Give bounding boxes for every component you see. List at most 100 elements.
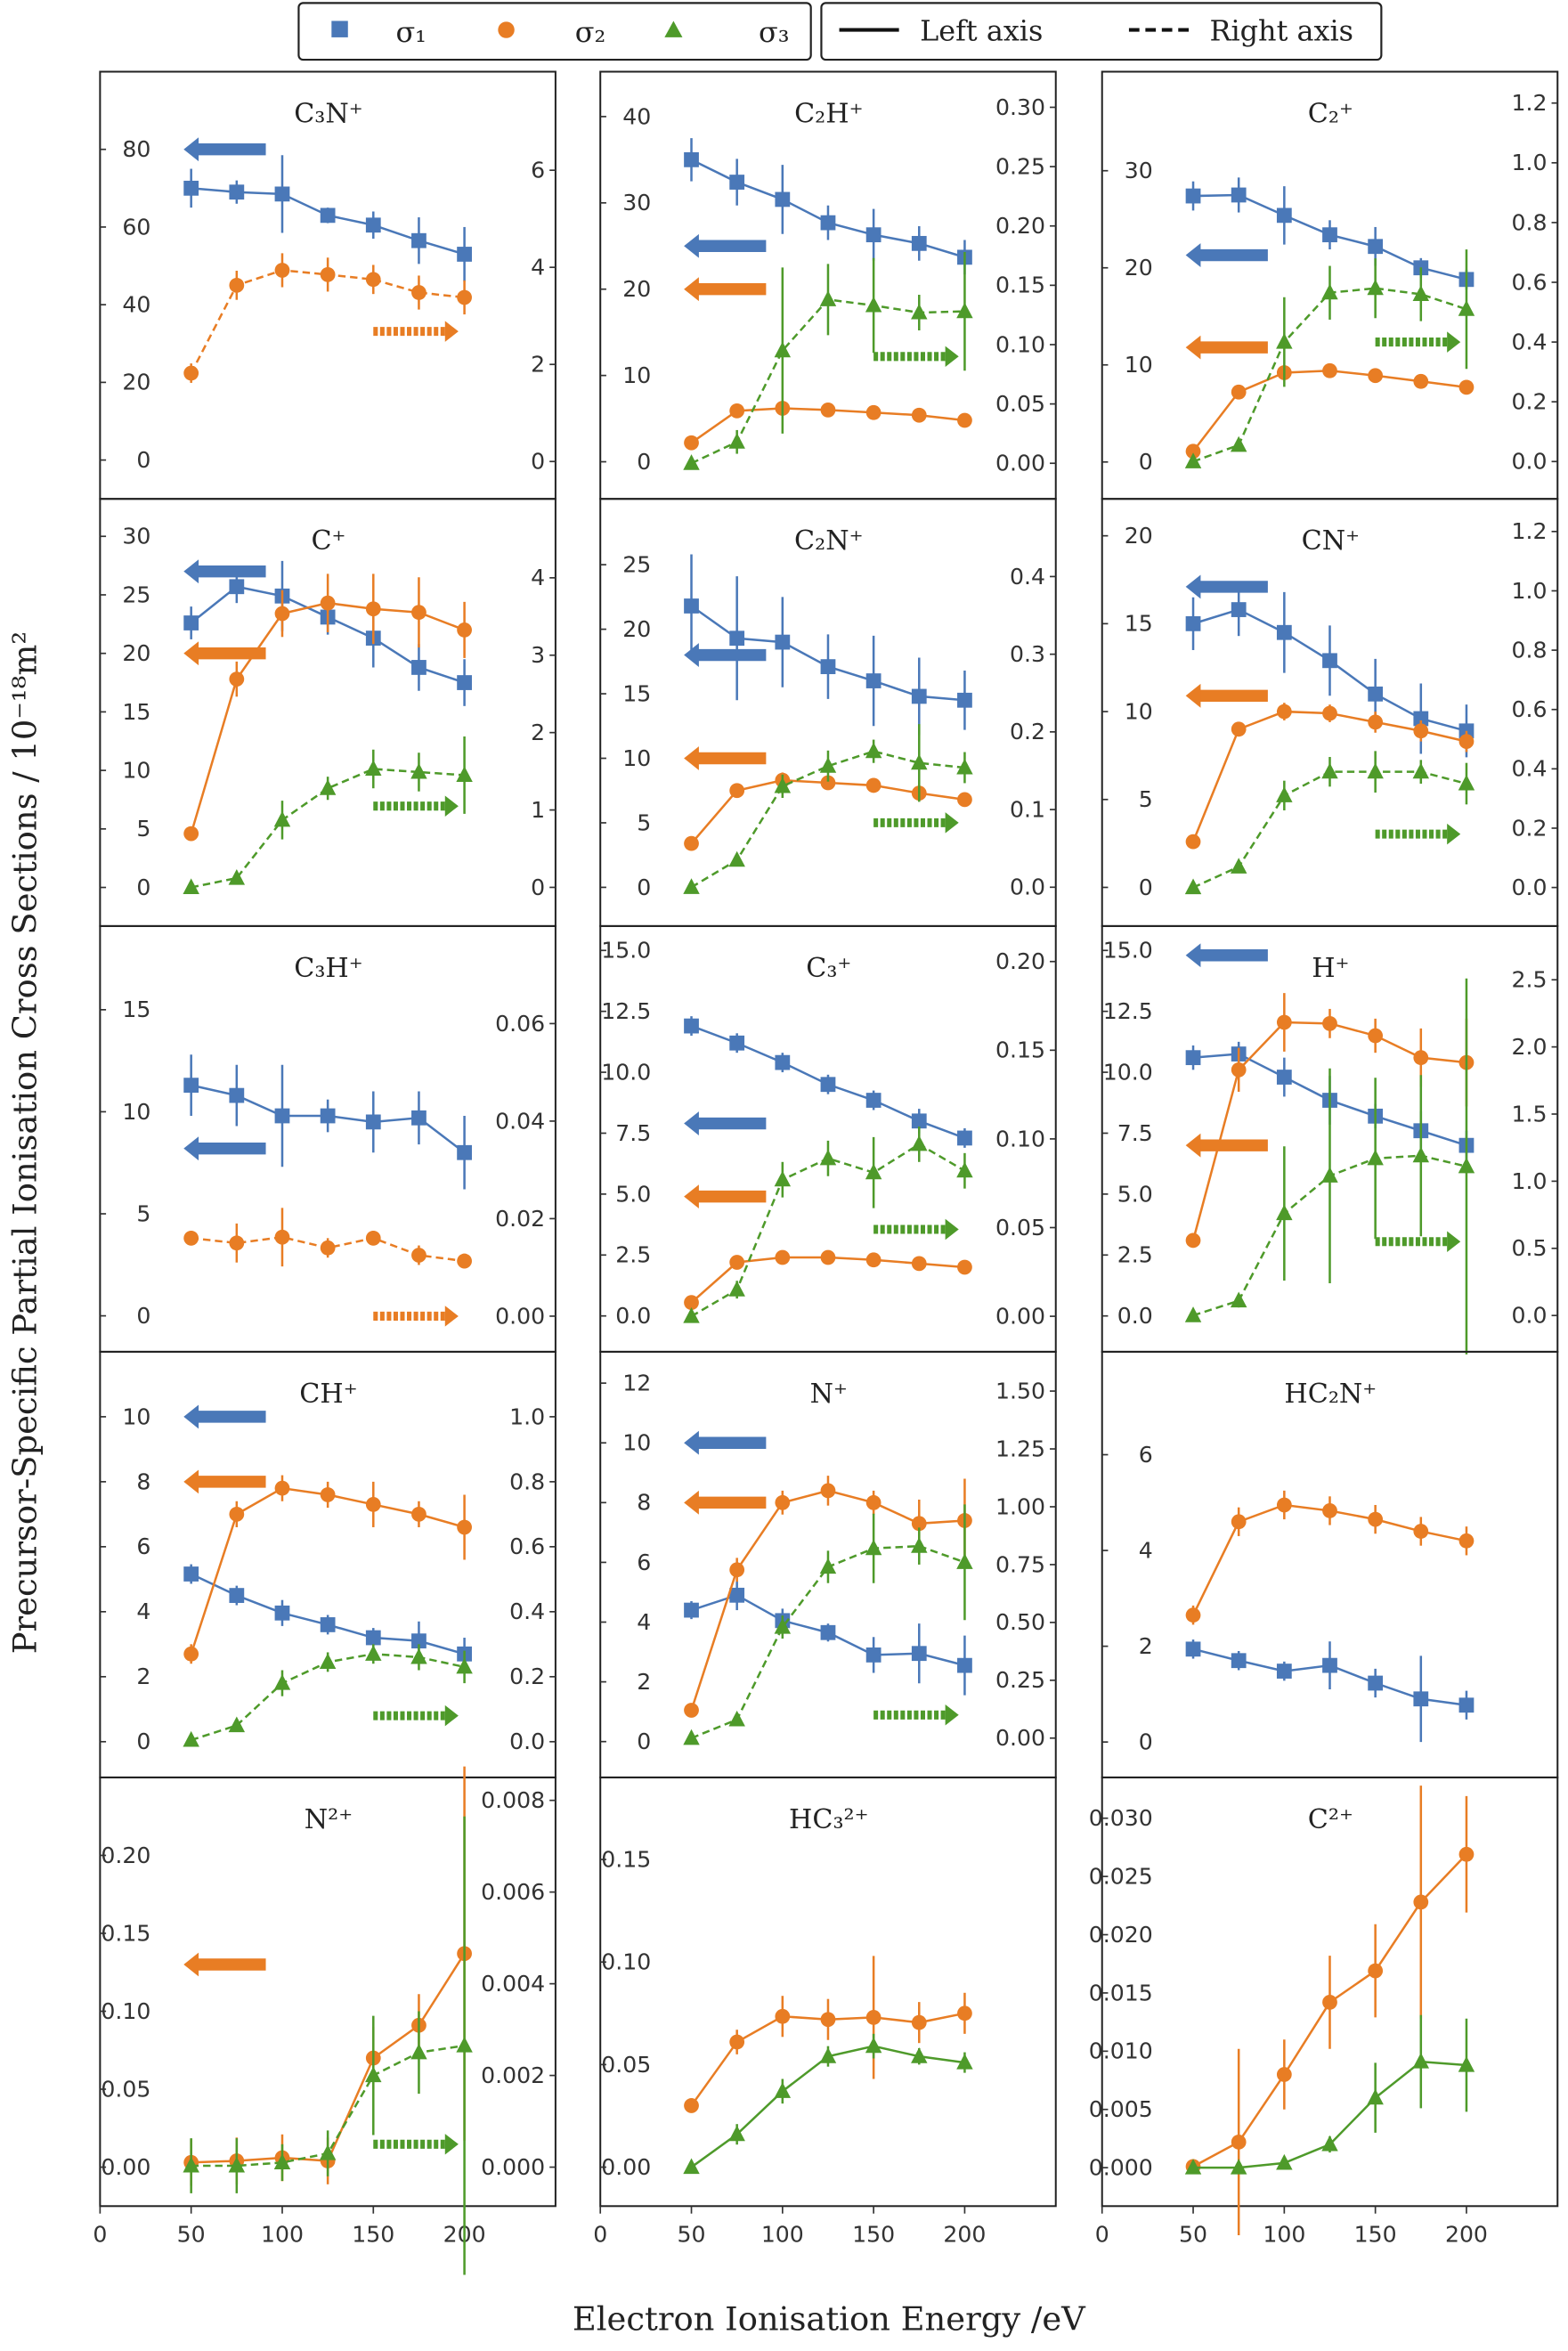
data-point-square bbox=[1231, 602, 1247, 617]
data-point-triangle bbox=[728, 1710, 745, 1727]
right-arrow-head bbox=[945, 1218, 959, 1241]
data-point-circle bbox=[183, 826, 199, 842]
right-arrow-head bbox=[1447, 823, 1461, 845]
data-point-circle bbox=[1231, 1514, 1247, 1530]
panel: HC₃²⁺ 0.00 0.05 0.10 0.15 0 50 100 150 200 bbox=[593, 1776, 1057, 2248]
data-point-circle bbox=[1458, 734, 1475, 750]
data-point-circle bbox=[820, 775, 836, 791]
data-point-circle bbox=[1322, 1015, 1337, 1031]
x-tick-label: 0 bbox=[593, 2222, 607, 2248]
left-arrow-head bbox=[684, 233, 699, 258]
left-tick-label: 6 bbox=[1139, 1442, 1153, 1468]
left-tick-label: 10 bbox=[1125, 352, 1153, 378]
x-tick-label: 200 bbox=[1445, 2222, 1488, 2248]
panel-title: H⁺ bbox=[1312, 953, 1349, 984]
data-point-circle bbox=[1322, 705, 1337, 721]
right-tick-label: 0.8 bbox=[509, 1468, 545, 1494]
x-tick-label: 150 bbox=[852, 2222, 895, 2248]
data-point-circle bbox=[684, 835, 699, 851]
data-point-circle bbox=[911, 1256, 927, 1272]
series-σ₁ bbox=[684, 554, 972, 736]
left-tick-label: 12.5 bbox=[1103, 998, 1153, 1024]
left-tick-label: 15 bbox=[122, 699, 150, 725]
right-tick-label: 0.75 bbox=[995, 1551, 1045, 1577]
left-tick-label: 0 bbox=[136, 1303, 150, 1329]
data-point-circle bbox=[411, 1506, 427, 1522]
left-tick-label: 0 bbox=[136, 875, 150, 900]
right-tick-label: 6 bbox=[531, 158, 545, 183]
left-tick-label: 0.005 bbox=[1089, 2096, 1153, 2122]
data-point-square bbox=[1368, 686, 1384, 702]
series-σ₂ bbox=[684, 772, 972, 851]
panels: C₃N⁺0204060800246C₂H⁺0102030400.000.050.… bbox=[93, 70, 1559, 2275]
x-tick-label: 50 bbox=[1179, 2222, 1207, 2248]
right-tick-label: 0.0 bbox=[1512, 1303, 1548, 1329]
panel-title: N⁺ bbox=[810, 1379, 848, 1410]
left-tick-label: 80 bbox=[122, 136, 150, 162]
data-point-triangle bbox=[728, 2125, 745, 2142]
data-point-triangle bbox=[1321, 283, 1338, 300]
data-point-circle bbox=[1368, 714, 1384, 730]
data-point-square bbox=[1276, 1664, 1292, 1679]
panel-frame bbox=[99, 1776, 557, 2208]
data-point-square bbox=[1185, 1050, 1201, 1066]
data-point-triangle bbox=[410, 1647, 427, 1664]
right-tick-label: 0.05 bbox=[995, 1215, 1045, 1241]
right-tick-label: 1.0 bbox=[1512, 578, 1548, 604]
series-σ₂ bbox=[1185, 993, 1475, 1249]
right-tick-label: 2.5 bbox=[1512, 967, 1548, 993]
data-point-triangle bbox=[456, 766, 473, 782]
panel-frame bbox=[599, 1776, 1057, 2208]
data-point-square bbox=[865, 673, 881, 688]
left-tick-label: 8 bbox=[136, 1468, 150, 1494]
data-point-circle bbox=[365, 1230, 381, 1246]
right-arrow-head bbox=[444, 795, 459, 817]
data-point-triangle bbox=[819, 2047, 837, 2063]
right-tick-label: 0.10 bbox=[995, 331, 1045, 357]
panel-frame bbox=[99, 924, 557, 1353]
data-point-circle bbox=[957, 412, 972, 428]
right-tick-label: 0.2 bbox=[509, 1664, 545, 1689]
data-point-triangle bbox=[1458, 300, 1475, 316]
panel-title: C₂⁺ bbox=[1308, 99, 1353, 130]
left-arrow-head bbox=[183, 559, 199, 584]
data-point-circle bbox=[865, 1494, 881, 1510]
series-σ₂ bbox=[684, 1476, 972, 1718]
series-σ₁ bbox=[684, 1016, 972, 1148]
x-tick-label: 50 bbox=[177, 2222, 206, 2248]
panel: CH⁺ 0 2 4 6 8 10 0.0 0.2 0.4 0.6 0.8 1.0 bbox=[99, 1350, 557, 1778]
right-tick-label: 0.006 bbox=[481, 1879, 545, 1905]
data-point-triangle bbox=[956, 302, 973, 319]
data-point-circle bbox=[865, 1252, 881, 1268]
left-arrow-head bbox=[1185, 683, 1201, 708]
data-point-triangle bbox=[819, 290, 837, 306]
data-point-circle bbox=[1231, 721, 1247, 737]
data-point-square bbox=[1322, 227, 1337, 243]
data-point-triangle bbox=[183, 2156, 199, 2173]
right-arrow-head bbox=[444, 1704, 459, 1727]
series-σ₁ bbox=[684, 138, 972, 275]
right-tick-label: 0.15 bbox=[995, 1037, 1045, 1063]
panel: HC₂N⁺ 0 2 4 6 bbox=[1101, 1350, 1559, 1778]
data-point-triangle bbox=[728, 850, 745, 867]
panel-title: C₂N⁺ bbox=[794, 525, 864, 557]
data-point-square bbox=[865, 227, 881, 243]
y-axis-label: Precursor-Specific Partial Ionisation Cr… bbox=[5, 631, 44, 1654]
right-tick-label: 0.3 bbox=[1010, 641, 1045, 667]
left-tick-label: 7.5 bbox=[1117, 1120, 1153, 1146]
data-point-triangle bbox=[865, 296, 882, 313]
right-tick-label: 0.002 bbox=[481, 2062, 545, 2088]
data-point-square bbox=[684, 1602, 699, 1618]
right-tick-label: 0.4 bbox=[1010, 564, 1045, 590]
data-point-triangle bbox=[774, 777, 792, 793]
series-σ₂ bbox=[183, 574, 472, 842]
left-arrow-head bbox=[684, 1490, 699, 1515]
data-point-circle bbox=[684, 1703, 699, 1718]
data-point-square bbox=[775, 191, 791, 207]
left-tick-label: 4 bbox=[136, 1599, 150, 1624]
left-arrow-head bbox=[684, 277, 699, 302]
right-tick-label: 0 bbox=[531, 875, 545, 900]
legend-series-box bbox=[297, 2, 812, 61]
data-point-triangle bbox=[183, 1730, 199, 1747]
data-point-square bbox=[911, 1646, 927, 1662]
